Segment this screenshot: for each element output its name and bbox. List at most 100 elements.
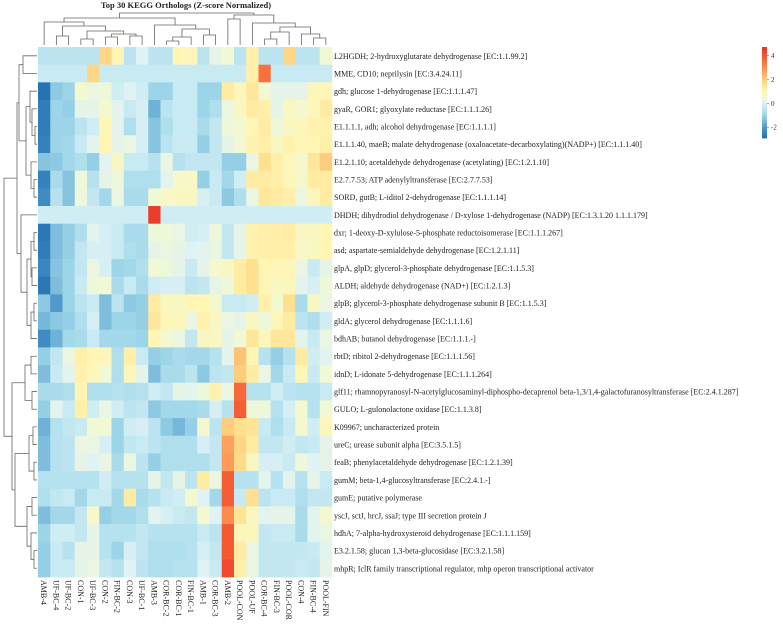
heatmap-cell xyxy=(319,488,333,507)
heatmap-cell xyxy=(209,418,223,437)
heatmap-cell xyxy=(160,82,174,101)
colorbar-segment xyxy=(762,75,767,78)
heatmap-cell xyxy=(246,365,259,384)
row-label: rbtD; ribitol 2-dehydrogenase [EC:1.1.1.… xyxy=(334,352,475,361)
heatmap-cell xyxy=(148,294,161,313)
heatmap-cell xyxy=(123,64,137,83)
heatmap-cell xyxy=(307,400,321,419)
heatmap-cell xyxy=(172,276,186,295)
heatmap-cell xyxy=(136,82,149,101)
heatmap-cell xyxy=(307,382,321,401)
heatmap-cell xyxy=(197,117,210,136)
colorbar-tick-label: 0 xyxy=(771,100,775,108)
heatmap-cell xyxy=(185,170,198,189)
heatmap-cell xyxy=(172,241,186,260)
heatmap-cell xyxy=(258,365,272,384)
heatmap-cell xyxy=(197,541,210,560)
heatmap-cell xyxy=(74,294,88,313)
heatmap-cell xyxy=(283,312,296,331)
dendrogram-branch xyxy=(11,382,25,491)
heatmap-cell xyxy=(123,100,137,118)
heatmap-cell xyxy=(87,400,100,419)
heatmap-cell xyxy=(99,329,112,348)
heatmap-cell xyxy=(50,135,63,154)
column-label: COR-BC-4 xyxy=(260,580,269,616)
heatmap-cell xyxy=(74,241,88,260)
heatmap-cell xyxy=(221,488,235,507)
heatmap-cell xyxy=(295,382,308,401)
column-label: AMB-4 xyxy=(39,580,48,605)
heatmap-cell xyxy=(172,64,186,83)
heatmap-cell xyxy=(160,418,174,437)
heatmap-cell xyxy=(197,153,210,171)
heatmap-cell xyxy=(38,488,51,507)
heatmap-cell xyxy=(62,347,76,366)
colorbar-segment xyxy=(762,112,767,115)
heatmap-cell xyxy=(283,170,296,189)
heatmap-cell xyxy=(295,276,308,295)
heatmap-cell xyxy=(307,329,321,348)
heatmap-cell xyxy=(38,347,51,366)
heatmap-cell xyxy=(283,47,296,65)
heatmap-cell xyxy=(246,100,259,118)
heatmap-cell xyxy=(307,100,321,118)
heatmap-cell xyxy=(99,170,112,189)
heatmap-cell xyxy=(307,241,321,260)
heatmap-cell xyxy=(87,135,100,154)
column-label: POOL-COR xyxy=(284,580,293,621)
heatmap-cell xyxy=(148,276,161,295)
heatmap-cell xyxy=(136,435,149,454)
heatmap-cell xyxy=(221,135,235,154)
heatmap-cell xyxy=(283,259,296,278)
heatmap-cell xyxy=(319,117,333,136)
dendrogram-branch xyxy=(18,64,26,142)
heatmap-cell xyxy=(87,47,100,65)
heatmap-cell xyxy=(172,541,186,560)
heatmap-cell xyxy=(148,206,161,224)
heatmap-cell xyxy=(74,418,88,437)
heatmap-cell xyxy=(50,100,63,118)
heatmap-cell xyxy=(197,506,210,525)
heatmap-cell xyxy=(99,435,112,454)
dendrogram-branch xyxy=(80,38,94,45)
heatmap-cell xyxy=(307,153,321,171)
heatmap-cell xyxy=(258,524,272,543)
heatmap-cell xyxy=(307,135,321,154)
dendrogram-branch xyxy=(181,28,210,37)
heatmap-cell xyxy=(221,47,235,65)
heatmap-cell xyxy=(123,541,137,560)
heatmap-cell xyxy=(172,47,186,65)
dendrogram-branch xyxy=(233,14,275,23)
column-label: UF-BC-4 xyxy=(51,580,60,610)
heatmap-cell xyxy=(136,400,149,419)
colorbar-segment xyxy=(762,125,767,128)
heatmap-cell xyxy=(307,312,321,331)
heatmap-cell xyxy=(295,329,308,348)
heatmap-cell xyxy=(62,135,76,154)
heatmap-cell xyxy=(246,559,259,578)
heatmap-cell xyxy=(148,418,161,437)
heatmap-cell xyxy=(50,170,63,189)
colorbar-segment xyxy=(762,116,767,119)
heatmap-cell xyxy=(136,117,149,136)
heatmap-cell xyxy=(258,418,272,437)
heatmap-cell xyxy=(295,153,308,171)
heatmap-cell xyxy=(136,559,149,578)
colorbar-segment xyxy=(762,104,767,107)
heatmap-cell xyxy=(283,241,296,260)
heatmap-cell xyxy=(185,312,198,331)
heatmap-cell xyxy=(295,506,308,525)
heatmap-cell xyxy=(197,294,210,313)
row-label: dxr; 1-deoxy-D-xylulose-5-phosphate redu… xyxy=(334,229,563,238)
heatmap-cell xyxy=(50,541,63,560)
heatmap-cell xyxy=(283,329,296,348)
colorbar-segment xyxy=(762,54,767,57)
column-label: UF-BC-1 xyxy=(137,580,146,610)
heatmap-cell xyxy=(111,471,125,490)
heatmap-cell xyxy=(111,100,125,118)
colorbar-segment xyxy=(762,86,767,89)
heatmap-cell xyxy=(209,170,223,189)
heatmap-cell xyxy=(111,153,125,171)
heatmap-cell xyxy=(221,82,235,101)
heatmap-cell xyxy=(246,488,259,507)
